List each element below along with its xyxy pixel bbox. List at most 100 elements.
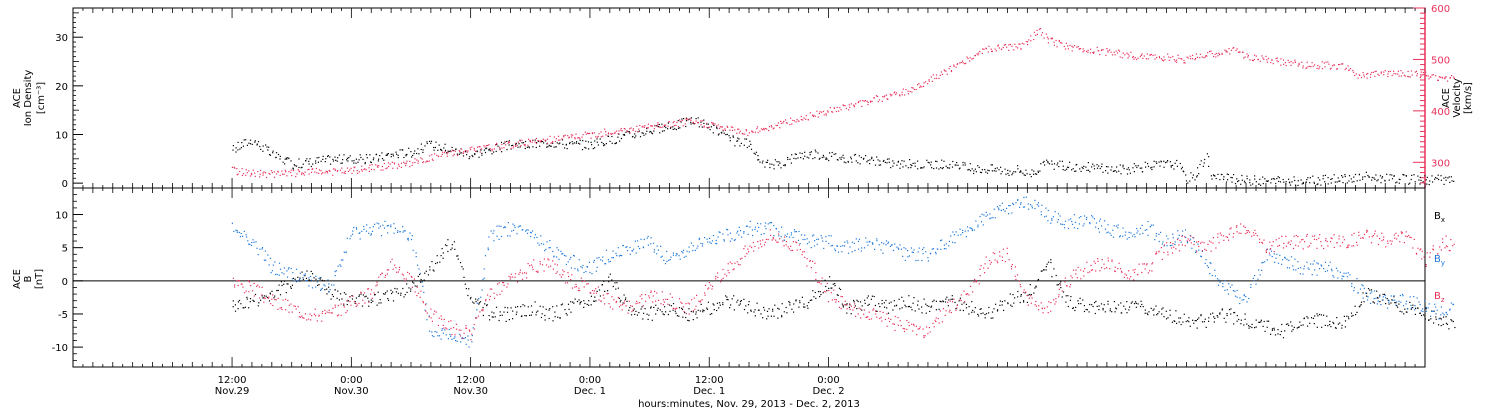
bx-series-point [242, 307, 244, 309]
velocity-series-point [326, 170, 328, 173]
bz-series-point [1371, 236, 1373, 238]
bx-series-point [1360, 301, 1363, 303]
bx-series-point [1248, 327, 1250, 329]
by-series-point [1004, 210, 1006, 212]
bz-series-point [548, 266, 550, 268]
density-series-point [829, 152, 831, 154]
density-series-point [306, 158, 308, 160]
velocity-series-point [644, 125, 646, 127]
bx-series-point [968, 313, 970, 315]
velocity-series-point [708, 126, 710, 129]
by-series-point [1376, 303, 1378, 305]
density-series-point [459, 152, 461, 154]
bx-series-point [446, 245, 448, 247]
density-series-point [1204, 158, 1206, 161]
velocity-series-point [1192, 58, 1194, 60]
density-series-point [599, 138, 601, 140]
bx-series-point [890, 301, 892, 303]
by-series-point [746, 225, 748, 227]
density-series-point [1133, 171, 1135, 173]
by-series-point [1205, 259, 1207, 261]
by-series-point [1410, 304, 1412, 307]
by-series-point [450, 335, 452, 337]
bz-series-point [899, 320, 901, 322]
density-series-point [645, 133, 647, 135]
bz-series-point [443, 318, 445, 320]
density-series-point [260, 148, 262, 150]
density-series-point [1042, 161, 1044, 164]
bx-series-point [1067, 305, 1069, 308]
velocity-series-point [1085, 50, 1088, 53]
density-series-point [370, 161, 372, 163]
bx-series-point [625, 297, 627, 299]
bz-series-point [1319, 234, 1321, 236]
density-series-point [914, 162, 916, 164]
density-series-point [308, 163, 310, 165]
bz-series-point [669, 293, 671, 295]
density-series-point [309, 158, 311, 160]
bz-series-point [1026, 295, 1028, 297]
velocity-series-point [245, 169, 247, 171]
density-series-point [1176, 159, 1178, 162]
density-series-point [1013, 171, 1015, 173]
velocity-series-point [520, 145, 522, 147]
density-series-point [718, 133, 720, 135]
by-series-point [1006, 207, 1008, 209]
bx-series-point [234, 304, 236, 306]
velocity-series-point [1027, 44, 1029, 46]
by-series-point [847, 242, 849, 244]
density-series-point [424, 145, 426, 147]
bx-series-point [1078, 303, 1080, 305]
velocity-series-point [1425, 75, 1428, 77]
bx-series-point [545, 308, 547, 310]
density-series-point [351, 160, 353, 162]
bx-series-point [410, 288, 412, 290]
bz-series-point [1058, 296, 1060, 298]
bz-series-point [840, 295, 842, 298]
velocity-series-point [1237, 51, 1239, 53]
velocity-series-point [1102, 49, 1104, 51]
bx-series-point [1419, 312, 1421, 314]
velocity-series-point [932, 74, 934, 76]
density-series-point [623, 133, 625, 136]
bx-series-point [1262, 325, 1264, 327]
density-series-point [926, 159, 928, 161]
bz-series-point [1358, 234, 1360, 236]
by-series-point [1077, 228, 1079, 230]
bx-series-point [1213, 321, 1215, 323]
velocity-series-point [371, 164, 373, 166]
density-series-point [1064, 169, 1066, 171]
bx-series-point [400, 292, 402, 294]
by-series-point [745, 225, 747, 227]
velocity-series-point [1284, 62, 1286, 64]
by-series-point [370, 233, 372, 235]
by-series-point [1227, 293, 1229, 295]
bz-series-point [858, 307, 860, 309]
density-series-point [561, 139, 564, 141]
density-series-point [1074, 170, 1076, 172]
by-series-point [421, 281, 423, 283]
by-series-point [621, 255, 623, 257]
density-series-point [1112, 170, 1114, 173]
by-series-point [858, 248, 860, 250]
by-series-point [925, 251, 927, 253]
velocity-series-point [864, 100, 866, 102]
bx-series-point [265, 295, 267, 297]
density-series-point [320, 160, 322, 162]
bz-series-point [258, 286, 260, 288]
density-series-point [828, 159, 830, 162]
density-series-point [948, 167, 951, 169]
bx-series-point [281, 284, 283, 287]
density-series-point [387, 153, 389, 155]
density-series-point [728, 135, 730, 137]
by-series-point [1264, 261, 1266, 263]
velocity-series-point [848, 104, 850, 106]
bz-series-point [852, 309, 854, 311]
velocity-series-point [857, 102, 859, 104]
by-series-point [855, 238, 857, 240]
velocity-series-point [1422, 72, 1424, 74]
bz-series-point [593, 292, 595, 294]
bx-series-point [722, 302, 724, 304]
velocity-series-point [1224, 49, 1226, 51]
density-series-point [279, 155, 281, 157]
